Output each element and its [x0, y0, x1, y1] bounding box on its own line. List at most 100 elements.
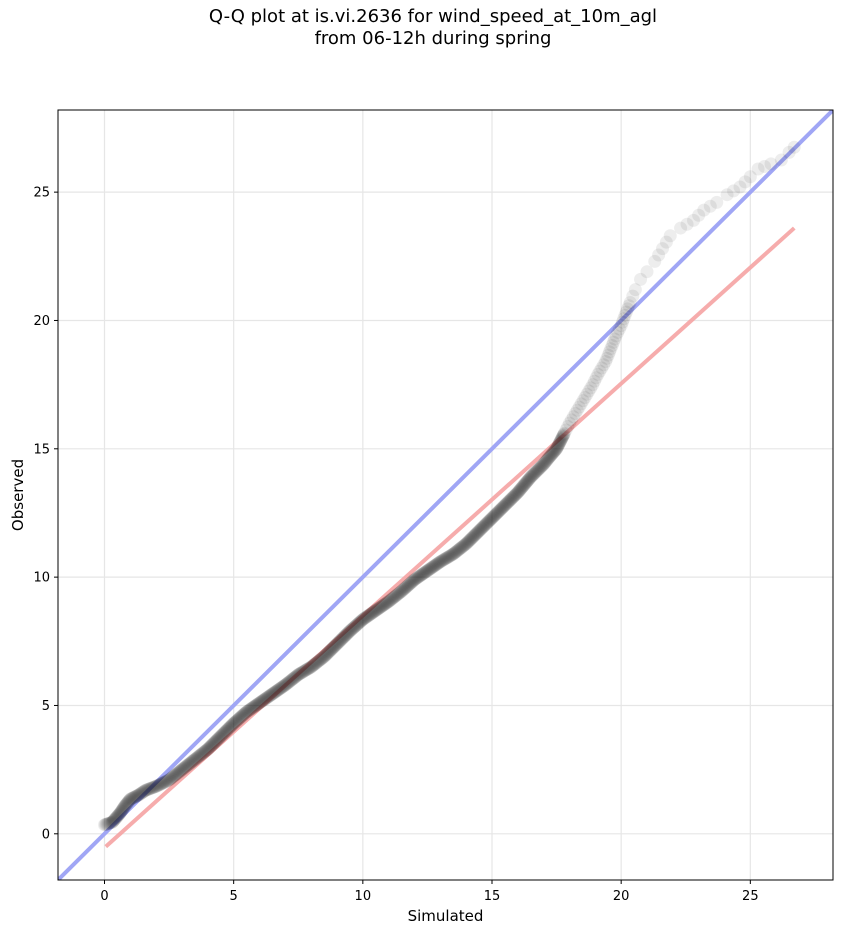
data-point [214, 729, 228, 743]
data-point [114, 805, 128, 819]
data-point [175, 763, 189, 777]
data-point [623, 296, 637, 309]
data-point [465, 531, 479, 545]
data-point [242, 703, 256, 717]
data-point [110, 810, 124, 824]
data-point [217, 726, 231, 740]
data-point [129, 790, 142, 804]
data-point [376, 598, 390, 612]
data-point [138, 784, 152, 798]
data-point [477, 519, 491, 533]
data-point [342, 625, 356, 639]
data-point [493, 503, 507, 517]
data-point [339, 628, 353, 642]
data-point [137, 784, 151, 798]
data-point [120, 796, 134, 810]
data-point [346, 621, 360, 635]
data-point [526, 468, 540, 482]
data-point [163, 772, 177, 786]
data-point [442, 550, 456, 564]
data-point [426, 560, 440, 574]
data-point [621, 302, 635, 316]
data-point [227, 716, 241, 730]
data-point [764, 157, 778, 171]
data-point [292, 667, 306, 681]
data-point [439, 552, 452, 566]
data-point [500, 496, 514, 510]
data-point [326, 640, 340, 654]
data-point [374, 600, 388, 614]
data-point [408, 572, 422, 586]
data-point [174, 763, 188, 777]
data-point [437, 553, 451, 567]
data-point [586, 378, 600, 392]
data-point [482, 514, 496, 528]
data-point [302, 662, 316, 676]
data-point [362, 608, 376, 622]
data-point [416, 567, 430, 581]
data-point [541, 452, 555, 466]
data-point [187, 753, 201, 767]
data-point [319, 648, 333, 662]
data-point [153, 777, 167, 791]
data-point [539, 454, 553, 468]
data-point [309, 656, 323, 670]
grid [58, 110, 833, 880]
data-point [408, 573, 421, 587]
data-point [263, 689, 277, 703]
data-point [102, 816, 116, 830]
data-point [296, 665, 310, 679]
data-point [502, 495, 516, 509]
data-point [212, 731, 226, 745]
data-point [338, 629, 352, 643]
data-point [261, 690, 275, 704]
data-point [218, 725, 232, 739]
data-point [436, 553, 450, 567]
data-point [260, 691, 274, 705]
data-point [245, 701, 259, 715]
data-point [274, 681, 288, 695]
data-point [391, 587, 405, 601]
data-point [549, 443, 563, 457]
data-point [169, 767, 183, 781]
data-point [544, 448, 558, 462]
data-point [343, 624, 357, 638]
data-point [129, 789, 143, 803]
data-point [517, 479, 531, 493]
data-point [244, 702, 258, 716]
data-point [519, 475, 533, 489]
data-point [186, 754, 200, 768]
data-point [198, 744, 212, 758]
data-point [239, 706, 253, 720]
data-point [336, 631, 350, 645]
data-point [185, 754, 199, 768]
data-point [484, 513, 498, 527]
data-point [487, 509, 501, 523]
data-point [536, 458, 550, 472]
data-point [305, 659, 319, 673]
data-point [409, 572, 423, 586]
data-point [626, 289, 640, 303]
data-point [108, 812, 122, 826]
data-point [160, 774, 174, 788]
data-point [401, 579, 415, 593]
data-point [140, 783, 154, 797]
data-point [310, 655, 324, 669]
data-point [352, 616, 366, 630]
data-point [733, 180, 747, 194]
data-point [472, 524, 486, 538]
data-point [126, 791, 140, 805]
data-point [474, 522, 488, 536]
data-point [301, 662, 315, 676]
data-point [319, 648, 333, 662]
data-point [476, 520, 490, 534]
data-point [375, 599, 389, 613]
data-point [380, 596, 394, 610]
data-point [411, 570, 425, 584]
data-point [286, 672, 300, 686]
data-point [360, 610, 374, 624]
data-point [410, 571, 424, 585]
data-point [307, 658, 321, 672]
data-point [535, 459, 549, 473]
data-point [412, 569, 426, 583]
